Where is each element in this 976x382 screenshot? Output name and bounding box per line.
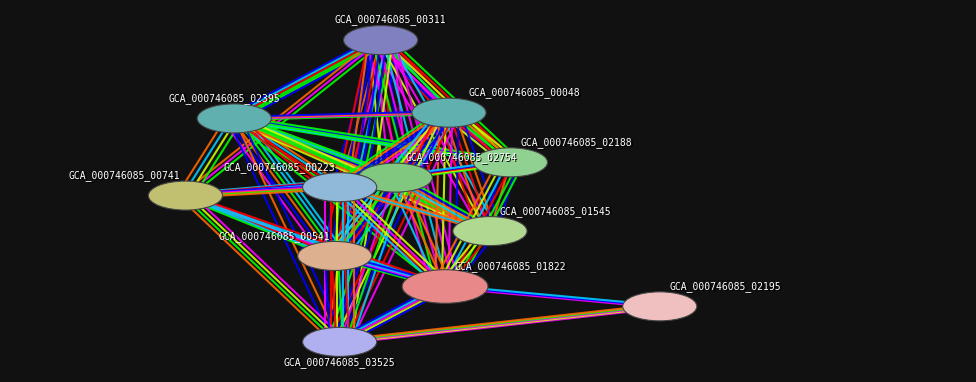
- Circle shape: [303, 327, 377, 356]
- Circle shape: [623, 292, 697, 321]
- Circle shape: [303, 173, 377, 202]
- Text: GCA_000746085_00223: GCA_000746085_00223: [225, 163, 337, 173]
- Text: GCA_000746085_00311: GCA_000746085_00311: [335, 14, 446, 24]
- Text: GCA_000746085_01545: GCA_000746085_01545: [500, 206, 611, 217]
- Text: GCA_000746085_02195: GCA_000746085_02195: [671, 282, 783, 293]
- Text: GCA_000746085_03525: GCA_000746085_03525: [286, 358, 397, 369]
- Text: GCA_000746085_00541: GCA_000746085_00541: [219, 231, 330, 241]
- Circle shape: [197, 104, 271, 133]
- Circle shape: [148, 181, 223, 210]
- Text: GCA_000746085_02188: GCA_000746085_02188: [520, 137, 631, 148]
- Text: GCA_000746085_02395: GCA_000746085_02395: [169, 93, 280, 104]
- Text: GCA_000746085_02195: GCA_000746085_02195: [670, 281, 781, 292]
- Text: GCA_000746085_01822: GCA_000746085_01822: [455, 261, 566, 272]
- Text: GCA_000746085_00311: GCA_000746085_00311: [337, 15, 448, 25]
- Circle shape: [358, 163, 432, 192]
- Text: GCA_000746085_02754: GCA_000746085_02754: [405, 152, 516, 163]
- Circle shape: [402, 270, 488, 303]
- Circle shape: [412, 98, 486, 127]
- Text: GCA_000746085_02395: GCA_000746085_02395: [171, 94, 282, 104]
- Text: GCA_000746085_01545: GCA_000746085_01545: [502, 207, 613, 217]
- Text: GCA_000746085_00223: GCA_000746085_00223: [224, 162, 335, 173]
- Circle shape: [453, 217, 527, 246]
- Text: GCA_000746085_02754: GCA_000746085_02754: [407, 153, 518, 164]
- Circle shape: [344, 26, 418, 55]
- Text: GCA_000746085_00741: GCA_000746085_00741: [71, 171, 183, 182]
- Text: GCA_000746085_00048: GCA_000746085_00048: [470, 88, 582, 99]
- Text: GCA_000746085_03525: GCA_000746085_03525: [284, 358, 395, 368]
- Circle shape: [298, 241, 372, 270]
- Text: GCA_000746085_02188: GCA_000746085_02188: [522, 138, 633, 149]
- Text: GCA_000746085_00741: GCA_000746085_00741: [69, 170, 181, 181]
- Text: GCA_000746085_01822: GCA_000746085_01822: [457, 262, 568, 273]
- Circle shape: [473, 148, 548, 177]
- Text: GCA_000746085_00048: GCA_000746085_00048: [468, 87, 580, 98]
- Text: GCA_000746085_00541: GCA_000746085_00541: [221, 231, 332, 242]
